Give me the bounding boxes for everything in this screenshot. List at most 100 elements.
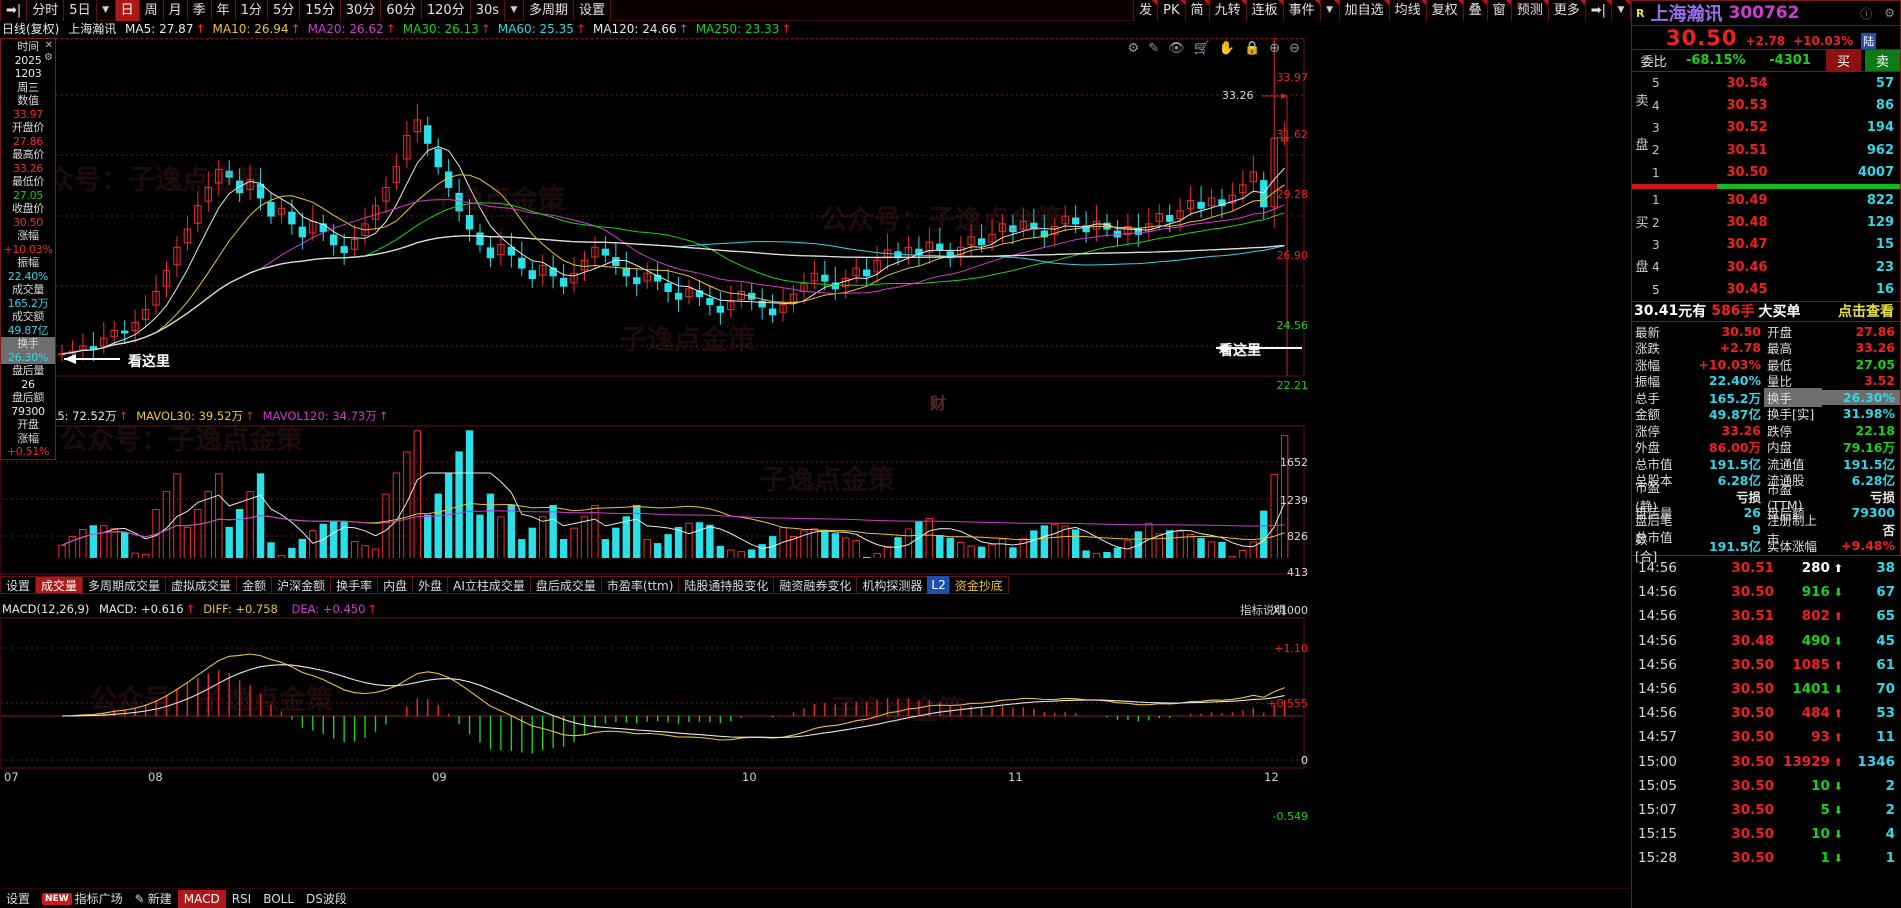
info-value: 26.30%: [1, 350, 55, 364]
toolbar-dropdown-2[interactable]: ▼: [510, 5, 518, 15]
toolbar-add-watchlist[interactable]: 加自选: [1338, 0, 1390, 21]
stat-label: 市盈(静): [1635, 480, 1661, 515]
info-icon[interactable]: ⓘ: [1860, 6, 1873, 21]
toolbar-fuquan[interactable]: 复权: [1425, 0, 1464, 21]
bb-ds-band[interactable]: DS波段: [300, 890, 353, 908]
sell-button[interactable]: 卖: [1864, 50, 1900, 71]
zoom-out-icon[interactable]: ⊖: [1289, 41, 1300, 56]
tab-virtual-volume[interactable]: 虚拟成交量: [165, 576, 238, 594]
toolbar-year[interactable]: 年: [210, 0, 236, 21]
info-value: 2025: [14, 53, 42, 67]
tab-margin-change[interactable]: 融资融券变化: [773, 576, 858, 594]
toolbar-overlay[interactable]: 叠: [1462, 0, 1488, 21]
sell-side-label-2: 盘: [1635, 138, 1649, 153]
bb-indicator-plaza[interactable]: NEW 指标广场: [36, 890, 129, 908]
close-icon[interactable]: ✕: [44, 40, 53, 51]
big-order-banner[interactable]: 30.41 元有 586 手 大买单 点击查看: [1632, 301, 1901, 322]
toolbar-month[interactable]: 月: [162, 0, 188, 21]
toolbar-dropdown-1[interactable]: ▼: [102, 5, 110, 15]
toolbar-arrow-right-icon[interactable]: ➡|: [0, 0, 28, 21]
toolbar-sec30[interactable]: 30s: [469, 0, 506, 21]
toolbar-dropdown-3[interactable]: ▼: [1319, 0, 1340, 21]
tab-outer-trade[interactable]: 外盘: [412, 576, 449, 594]
toolbar-jiuzhuan[interactable]: 九转: [1208, 0, 1247, 21]
toolbar-collapse-icon[interactable]: ➡|: [1584, 0, 1612, 21]
eye-icon[interactable]: 👁: [1168, 41, 1185, 56]
tab-institution-detector[interactable]: 机构探测器: [856, 576, 929, 594]
buy-button[interactable]: 买: [1825, 50, 1861, 71]
sell-book-row[interactable]: 5 30.54 57: [1632, 72, 1900, 94]
toolbar-event[interactable]: 事件: [1282, 0, 1321, 21]
bb-new[interactable]: ✎ 新建: [129, 890, 178, 908]
bb-macd[interactable]: MACD: [177, 889, 226, 908]
date-axis: 07 08 09 10 11 12: [0, 770, 1630, 784]
tick-volume: 280 ⬆: [1774, 560, 1847, 576]
tick-price: 30.50: [1731, 680, 1774, 697]
toolbar-fa[interactable]: 发: [1133, 0, 1159, 21]
buy-book-row[interactable]: 1 30.49 822: [1632, 189, 1900, 211]
gear-icon[interactable]: ⚙: [44, 52, 53, 63]
tab-turnover-rate[interactable]: 换手率: [330, 576, 379, 594]
toolbar-min120[interactable]: 120分: [420, 0, 471, 21]
hand-icon[interactable]: ✋: [1218, 41, 1235, 56]
buy-book-row[interactable]: 3 30.47 15: [1632, 234, 1900, 256]
zoom-in-icon[interactable]: ⊕: [1269, 41, 1281, 56]
toolbar-day[interactable]: 日: [114, 0, 140, 21]
sell-book-row[interactable]: 3 30.52 194: [1632, 117, 1900, 139]
toolbar-more[interactable]: 更多: [1547, 0, 1586, 21]
toolbar-min15[interactable]: 15分: [299, 0, 341, 21]
toolbar-min30[interactable]: 30分: [339, 0, 382, 21]
buy-book-row[interactable]: 4 30.46 23: [1632, 256, 1900, 278]
toolbar-fenshi[interactable]: 分时: [26, 0, 65, 21]
toolbar-forecast[interactable]: 预测: [1510, 0, 1549, 21]
toolbar-pk[interactable]: PK: [1157, 0, 1186, 21]
tab-multi-period-volume[interactable]: 多周期成交量: [82, 576, 167, 594]
tab-northbound-holdings[interactable]: 陆股通持股变化: [678, 576, 775, 594]
toolbar-multi-period[interactable]: 多周期: [523, 0, 575, 21]
toolbar-settings[interactable]: 设置: [573, 0, 612, 21]
toolbar-dropdown-4[interactable]: ▼: [1611, 0, 1631, 21]
tab-fund-bottom[interactable]: 资金抄底: [948, 576, 1009, 594]
tab-pe-ttm[interactable]: 市盈率(ttm): [600, 576, 680, 594]
sell-book-row[interactable]: 4 30.53 86: [1632, 94, 1900, 116]
tick-price: 30.50: [1731, 584, 1774, 601]
toolbar-five-day[interactable]: 5日: [63, 0, 97, 21]
sell-book-row[interactable]: 1 30.50 4007: [1632, 162, 1900, 184]
toolbar-window[interactable]: 窗: [1486, 0, 1512, 21]
stat-label: 内盘: [1767, 440, 1793, 456]
lock-icon[interactable]: 🔒: [1244, 41, 1261, 56]
sell-book-row[interactable]: 2 30.51 962: [1632, 139, 1900, 161]
chart-area[interactable]: 33.97 31.62 29.28 26.90 24.56 22.21 33.26 165…: [0, 38, 1630, 908]
toolbar-ma-lines[interactable]: 均线: [1388, 0, 1427, 21]
bb-settings[interactable]: 设置: [0, 890, 36, 908]
bb-boll[interactable]: BOLL: [257, 890, 300, 908]
toolbar-min60[interactable]: 60分: [380, 0, 422, 21]
bb-rsi[interactable]: RSI: [226, 890, 258, 908]
gear-icon[interactable]: ⚙: [1127, 41, 1140, 56]
date-tick-label: 12: [1264, 770, 1279, 784]
tab-inner-trade[interactable]: 内盘: [377, 576, 414, 594]
toolbar-lianban[interactable]: 连板: [1245, 0, 1284, 21]
toolbar-min5[interactable]: 5分: [266, 0, 301, 21]
tab-settings[interactable]: 设置: [0, 576, 37, 594]
book-level: 5: [1652, 282, 1660, 297]
tab-volume[interactable]: 成交量: [35, 576, 84, 594]
tab-amount[interactable]: 金额: [236, 576, 273, 594]
toolbar-quarter[interactable]: 季: [186, 0, 212, 21]
stat-label: 换手[实]: [1767, 407, 1815, 423]
toolbar-jian[interactable]: 简: [1184, 0, 1210, 21]
tab-ai-pillar-volume[interactable]: AI立柱成交量: [447, 576, 531, 594]
toolbar-min1[interactable]: 1分: [234, 0, 268, 21]
buy-book-row[interactable]: 5 30.45 16: [1632, 279, 1900, 301]
gear-icon[interactable]: ⚙: [1884, 6, 1895, 20]
tab-l2-badge[interactable]: L2: [927, 576, 950, 594]
pen-icon[interactable]: ✎: [1148, 41, 1160, 56]
tick-volume-value: 1401: [1792, 680, 1830, 697]
toolbar-week[interactable]: 周: [138, 0, 164, 21]
buy-book-row[interactable]: 2 30.48 129: [1632, 211, 1900, 233]
macd-help-link[interactable]: 指标说明: [1240, 603, 1286, 617]
tab-hsgt-amount[interactable]: 沪深金额: [271, 576, 332, 594]
basket-icon[interactable]: 🛒: [1193, 41, 1210, 56]
big-order-action[interactable]: 点击查看: [1838, 304, 1894, 321]
tab-after-hours-volume[interactable]: 盘后成交量: [529, 576, 602, 594]
